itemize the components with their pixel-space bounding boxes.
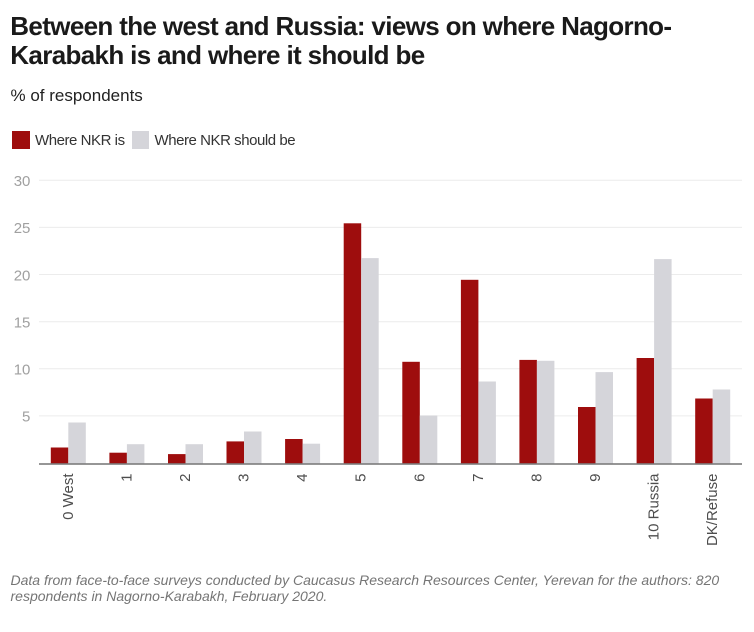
svg-text:15: 15 — [14, 315, 31, 332]
svg-text:5: 5 — [22, 409, 30, 426]
svg-text:5: 5 — [353, 474, 370, 482]
svg-text:1: 1 — [118, 474, 135, 482]
svg-text:9: 9 — [587, 474, 604, 482]
svg-text:10: 10 — [14, 362, 31, 379]
svg-text:6: 6 — [411, 474, 428, 482]
svg-text:2: 2 — [177, 474, 194, 482]
svg-text:20: 20 — [14, 267, 31, 284]
svg-text:4: 4 — [294, 474, 311, 482]
svg-text:8: 8 — [528, 474, 545, 482]
svg-text:0 West: 0 West — [60, 473, 77, 520]
svg-text:7: 7 — [470, 474, 487, 482]
svg-text:10 Russia: 10 Russia — [646, 473, 663, 540]
svg-text:30: 30 — [14, 173, 31, 190]
svg-text:25: 25 — [14, 220, 31, 237]
svg-text:DK/Refuse: DK/Refuse — [704, 474, 721, 547]
svg-text:3: 3 — [236, 474, 253, 482]
